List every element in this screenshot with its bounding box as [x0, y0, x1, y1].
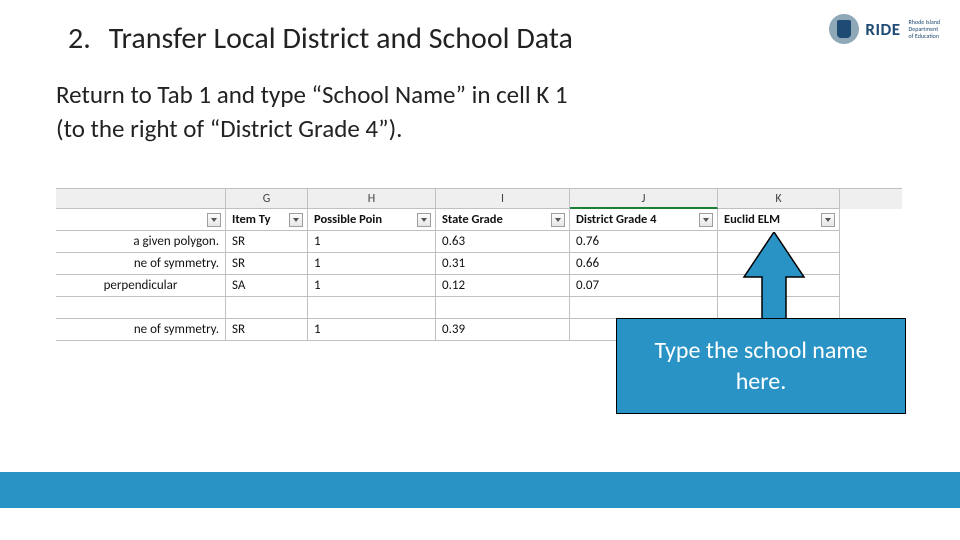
- col-letter-h: H: [308, 189, 436, 209]
- column-letter-row: G H I J K: [56, 189, 902, 209]
- header-district-grade: District Grade 4: [570, 209, 718, 231]
- cell[interactable]: SR: [226, 231, 308, 253]
- logo-sub-3: of Education: [909, 33, 940, 40]
- cell[interactable]: SR: [226, 253, 308, 275]
- cell[interactable]: [436, 297, 570, 319]
- callout-text: Type the school name here.: [627, 335, 895, 397]
- instruction-line-2: (to the right of “District Grade 4”).: [56, 112, 904, 146]
- ride-shield-icon: [837, 20, 851, 38]
- cell[interactable]: [308, 297, 436, 319]
- cell[interactable]: 0.63: [436, 231, 570, 253]
- cell[interactable]: [570, 297, 718, 319]
- header-blank: [56, 209, 226, 231]
- filter-icon[interactable]: [699, 213, 713, 227]
- header-district-grade-label: District Grade 4: [576, 212, 657, 227]
- ride-logo: RIDE Rhode Island Department of Educatio…: [829, 14, 940, 44]
- cell[interactable]: 1: [308, 319, 436, 341]
- col-letter-g: G: [226, 189, 308, 209]
- col-letter-i: I: [436, 189, 570, 209]
- cell[interactable]: 1: [308, 253, 436, 275]
- header-school: Euclid ELM: [718, 209, 840, 231]
- filter-icon[interactable]: [289, 213, 303, 227]
- col-letter-j: J: [570, 189, 718, 209]
- col-letter-k: K: [718, 189, 840, 209]
- cell[interactable]: [226, 297, 308, 319]
- cell[interactable]: 1: [308, 275, 436, 297]
- ride-logo-text: RIDE: [865, 19, 900, 40]
- header-item-type-label: Item Ty: [232, 212, 271, 227]
- cell[interactable]: 0.39: [436, 319, 570, 341]
- table-header-row: Item Ty Possible Poin State Grade Distri…: [56, 209, 902, 231]
- cell[interactable]: 0.66: [570, 253, 718, 275]
- header-school-label: Euclid ELM: [724, 212, 780, 227]
- cell[interactable]: ne of symmetry.: [56, 253, 226, 275]
- filter-icon[interactable]: [417, 213, 431, 227]
- filter-icon[interactable]: [207, 213, 221, 227]
- cell[interactable]: SR: [226, 319, 308, 341]
- footer-accent-bar: [0, 472, 960, 508]
- header-state-grade: State Grade: [436, 209, 570, 231]
- header-possible-points: Possible Poin: [308, 209, 436, 231]
- title-text: Transfer Local District and School Data: [109, 20, 573, 57]
- header-possible-points-label: Possible Poin: [314, 212, 382, 227]
- ride-logo-mark: [829, 14, 859, 44]
- slide-title-row: 2. Transfer Local District and School Da…: [68, 18, 940, 58]
- callout-arrow-icon: [724, 232, 824, 332]
- cell[interactable]: 0.31: [436, 253, 570, 275]
- cell[interactable]: [56, 297, 226, 319]
- header-state-grade-label: State Grade: [442, 212, 503, 227]
- ride-logo-subtitle: Rhode Island Department of Education: [909, 19, 940, 40]
- title-number: 2.: [68, 20, 91, 57]
- col-letter-blank: [56, 189, 226, 209]
- slide: 2. Transfer Local District and School Da…: [0, 0, 960, 540]
- cell[interactable]: 0.76: [570, 231, 718, 253]
- filter-icon[interactable]: [551, 213, 565, 227]
- cell[interactable]: SA: [226, 275, 308, 297]
- callout-box: Type the school name here.: [616, 318, 906, 414]
- filter-icon[interactable]: [821, 213, 835, 227]
- cell[interactable]: a given polygon.: [56, 231, 226, 253]
- instruction-line-1: Return to Tab 1 and type “School Name” i…: [56, 78, 904, 112]
- header-item-type: Item Ty: [226, 209, 308, 231]
- cell[interactable]: ne of symmetry.: [56, 319, 226, 341]
- cell[interactable]: 0.07: [570, 275, 718, 297]
- cell[interactable]: 0.12: [436, 275, 570, 297]
- instruction-text: Return to Tab 1 and type “School Name” i…: [56, 78, 904, 146]
- cell[interactable]: 1: [308, 231, 436, 253]
- cell[interactable]: perpendicular: [56, 275, 226, 297]
